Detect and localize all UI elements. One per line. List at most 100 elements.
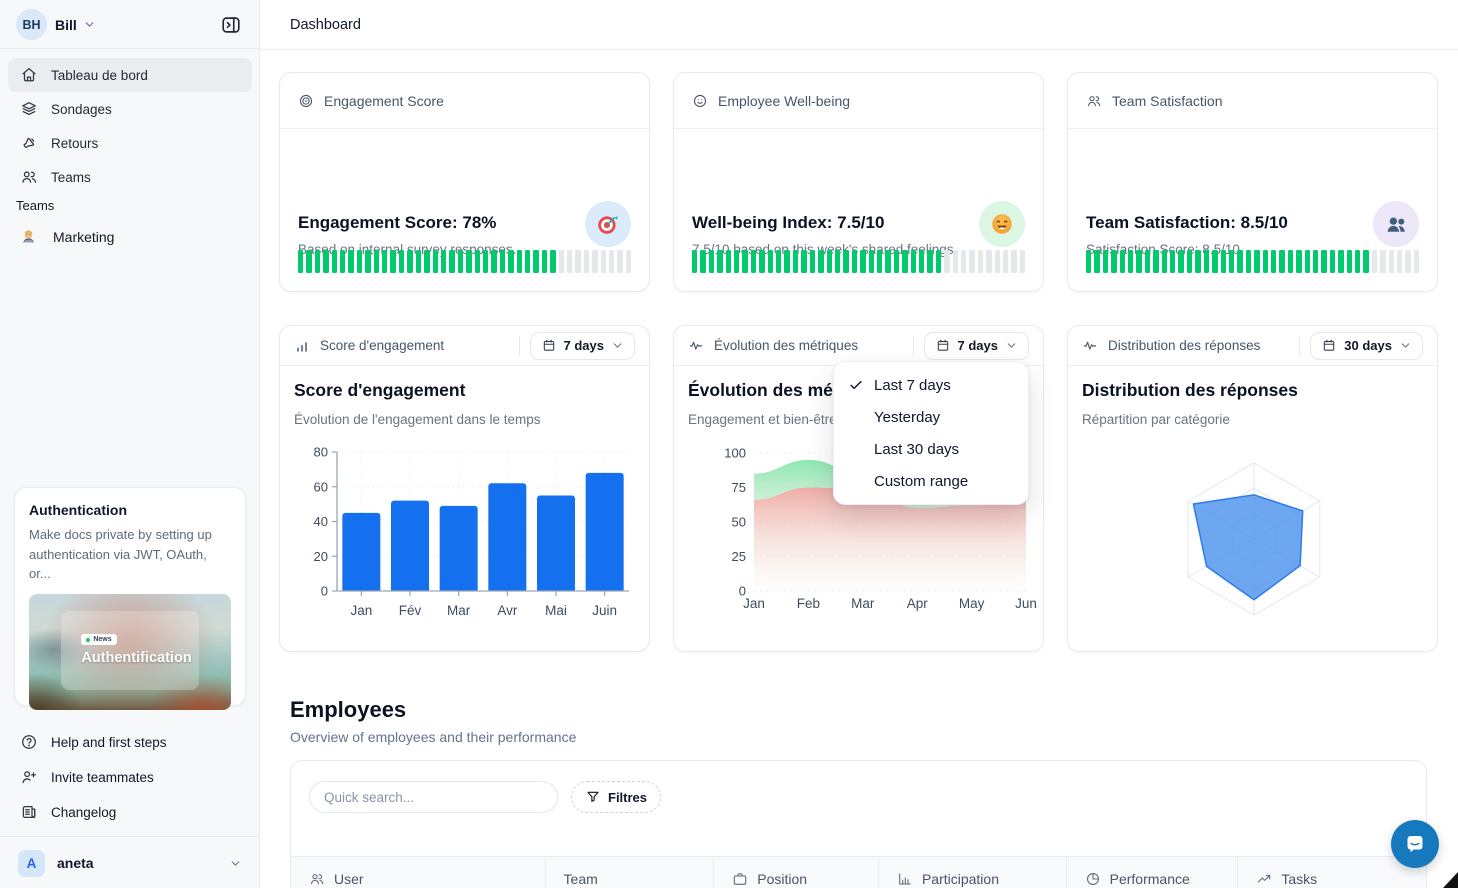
chevron-down-icon: [231, 860, 240, 866]
workspace-switcher[interactable]: A aneta: [8, 845, 252, 881]
progress-segment: [1153, 250, 1159, 273]
progress-segment: [550, 250, 556, 273]
user-menu[interactable]: Bill: [55, 0, 96, 49]
progress-segment: [474, 250, 480, 273]
svg-text:Jan: Jan: [743, 596, 765, 611]
svg-text:100: 100: [724, 446, 746, 461]
progress-segment: [725, 250, 732, 273]
progress-segment: [1329, 250, 1336, 273]
sidebar-item-teams[interactable]: Teams: [8, 160, 252, 194]
progress-segment: [533, 250, 539, 273]
progress-segment: [1388, 250, 1395, 273]
sidebar-item-invite[interactable]: Invite teammates: [8, 762, 252, 792]
progress-segment: [1170, 250, 1176, 273]
sidebar-item-retours[interactable]: Retours: [8, 126, 252, 160]
search-input[interactable]: [309, 781, 558, 813]
bar-chart: 0 20 40 60 80 Jan Fév Mar Avr Mai Juin: [280, 444, 651, 634]
sidebar-item-marketing[interactable]: Marketing: [8, 221, 252, 252]
progress-segment: [1254, 250, 1260, 273]
progress-segment: [390, 250, 396, 273]
chart-header-label: Distribution des réponses: [1108, 338, 1261, 353]
progress-segment: [1279, 250, 1285, 273]
svg-text:Mar: Mar: [851, 596, 875, 611]
smiling-face-icon: [992, 214, 1012, 234]
progress-segment: [776, 250, 782, 273]
progress-segment: [592, 250, 598, 273]
sidebar-nav: Tableau de bord Sondages Retours Teams: [8, 58, 252, 194]
svg-text:Mai: Mai: [545, 603, 567, 618]
progress-segment: [961, 250, 967, 273]
svg-text:0: 0: [739, 584, 746, 599]
collapse-sidebar-button[interactable]: [216, 10, 246, 40]
svg-text:Juin: Juin: [592, 603, 617, 618]
stat-emoji-badge: [1373, 201, 1419, 247]
progress-segment: [1413, 250, 1420, 273]
progress-segment: [516, 250, 522, 273]
help-circle-icon: [22, 735, 36, 749]
progress-segment: [944, 250, 950, 273]
progress-segment: [818, 250, 824, 273]
pie-chart-icon: [1086, 873, 1099, 885]
svg-text:Avr: Avr: [497, 603, 518, 618]
progress-segment: [1371, 250, 1378, 273]
panel-collapse-icon: [222, 17, 240, 33]
svg-text:75: 75: [732, 480, 746, 495]
progress-segment: [415, 250, 422, 273]
progress-segment: [1397, 250, 1403, 273]
progress-segment: [340, 250, 346, 273]
stat-header-label: Employee Well-being: [718, 92, 851, 109]
progress-segment: [1312, 250, 1319, 273]
busts-in-silhouette-icon: [1387, 217, 1405, 232]
progress-segment: [1186, 250, 1193, 273]
menu-item-last-7-days[interactable]: Last 7 days: [834, 369, 1028, 401]
range-selector-button[interactable]: 7 days: [923, 331, 1029, 360]
progress-segment: [625, 250, 632, 273]
chart-card-engagement-score: Score d'engagement 7 days Score d'engage…: [279, 325, 650, 652]
progress-segment: [1338, 250, 1344, 273]
progress-segment: [1363, 250, 1369, 273]
mini-bar-chart-icon: [297, 341, 307, 352]
progress-segment: [1220, 250, 1226, 273]
main-content: Dashboard Engagement Score Engagement Sc…: [260, 0, 1458, 888]
progress-segment: [298, 250, 304, 273]
progress-segment: [717, 250, 723, 273]
sidebar-item-help[interactable]: Help and first steps: [8, 727, 252, 757]
menu-item-yesterday[interactable]: Yesterday: [874, 408, 941, 426]
table-header-row: User Team Position Participation Performance…: [291, 856, 1426, 888]
progress-sparkline: [298, 250, 632, 273]
progress-segment: [1195, 250, 1201, 273]
range-selector-button[interactable]: 7 days: [529, 331, 635, 360]
chart-card-header: Distribution des réponses 30 days: [1068, 326, 1437, 366]
trend-up-icon: [1258, 875, 1271, 883]
sidebar-divider: [0, 836, 260, 837]
range-selector-button[interactable]: 30 days: [1310, 331, 1423, 360]
progress-segment: [314, 250, 321, 273]
mouse-cursor: [1443, 872, 1458, 888]
range-label: 7 days: [957, 338, 998, 353]
user-avatar[interactable]: BH: [16, 9, 47, 40]
progress-segment: [742, 250, 748, 273]
stat-subtitle: 7.5/10 based on this week's shared feeli…: [692, 242, 958, 257]
chat-launcher-button[interactable]: [1391, 820, 1439, 868]
sidebar-item-tableau-de-bord[interactable]: Tableau de bord: [8, 58, 252, 92]
menu-item-last-30-days[interactable]: Last 30 days: [874, 440, 960, 458]
progress-segment: [1237, 250, 1243, 273]
workspace-avatar: A: [18, 849, 45, 877]
sidebar-header: BH Bill: [0, 0, 259, 49]
sidebar-item-sondages[interactable]: Sondages: [8, 92, 252, 126]
menu-item-custom-range[interactable]: Custom range: [874, 472, 969, 490]
progress-segment: [398, 250, 405, 273]
stat-title: Engagement Score: 78%: [298, 213, 497, 232]
progress-segment: [801, 250, 807, 273]
progress-segment: [759, 250, 765, 273]
progress-segment: [1228, 250, 1235, 273]
filters-button[interactable]: Filtres: [571, 781, 662, 813]
svg-text:Fév: Fév: [399, 603, 422, 618]
progress-segment: [809, 250, 816, 273]
briefcase-icon: [734, 873, 747, 885]
sidebar-item-changelog[interactable]: Changelog: [8, 797, 252, 827]
progress-segment: [1262, 250, 1268, 273]
auth-promo-card[interactable]: Authentication Make docs private by sett…: [14, 487, 246, 710]
progress-segment: [1212, 250, 1218, 273]
